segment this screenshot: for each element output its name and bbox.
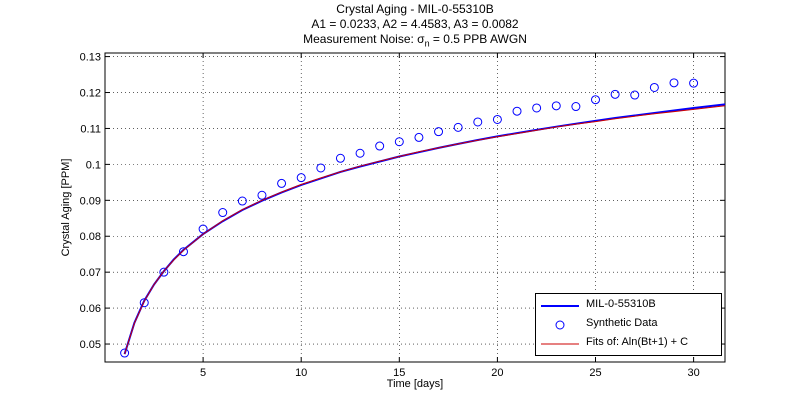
legend-label-synthetic: Synthetic Data — [586, 317, 658, 329]
synthetic-data-point-6 — [237, 196, 247, 206]
legend-label-fits: Fits of: Aln(Bt+1) + C — [586, 336, 689, 348]
legend-line-blue-icon — [541, 305, 579, 307]
series-fit-line — [124, 105, 726, 355]
synthetic-data-point-1 — [139, 298, 149, 308]
legend-line-red-icon — [541, 343, 579, 345]
legend-item-synthetic: Synthetic Data — [536, 315, 721, 335]
synthetic-data-point-11 — [335, 153, 345, 163]
synthetic-data-point-8 — [277, 178, 287, 188]
synthetic-data-point-10 — [316, 163, 326, 173]
x-tick-label-3: 20 — [491, 367, 503, 379]
noise-suffix: = 0.5 PPB AWGN — [429, 32, 527, 46]
y-tick-label-7: 0.12 — [80, 88, 101, 100]
y-tick-label-2: 0.07 — [80, 267, 101, 279]
plot-frame — [104, 52, 726, 363]
y-tick-label-6: 0.11 — [80, 123, 101, 135]
synthetic-data-point-3 — [178, 247, 188, 257]
legend: MIL-0-55310B Synthetic Data Fits of: Aln… — [535, 293, 722, 356]
x-tick-label-4: 25 — [589, 367, 601, 379]
synthetic-data-point-22 — [551, 101, 561, 111]
synthetic-data-point-26 — [630, 90, 640, 100]
legend-label-mil: MIL-0-55310B — [586, 298, 656, 310]
synthetic-data-point-4 — [198, 224, 208, 234]
x-tick-label-2: 15 — [393, 367, 405, 379]
noise-prefix: Measurement Noise: σ — [303, 32, 425, 46]
synthetic-data-point-20 — [512, 106, 522, 116]
synthetic-data-point-25 — [610, 89, 620, 99]
synthetic-data-point-21 — [532, 103, 542, 113]
synthetic-data-point-23 — [571, 102, 581, 112]
synthetic-data-point-29 — [689, 78, 699, 88]
x-tick-label-5: 30 — [687, 367, 699, 379]
synthetic-data-point-16 — [434, 127, 444, 137]
synthetic-data-point-18 — [473, 117, 483, 127]
y-tick-label-3: 0.08 — [80, 231, 101, 243]
synthetic-data-point-0 — [120, 348, 130, 358]
synthetic-data-point-12 — [355, 148, 365, 158]
synthetic-data-point-17 — [453, 122, 463, 132]
chart-subtitle-params: A1 = 0.0233, A2 = 4.4583, A3 = 0.0082 — [311, 17, 519, 31]
synthetic-data-point-28 — [669, 78, 679, 88]
y-axis-label: Crystal Aging [PPM] — [60, 159, 72, 257]
chart-subtitle-noise: Measurement Noise: σn = 0.5 PPB AWGN — [105, 32, 725, 48]
synthetic-data-point-27 — [649, 82, 659, 92]
noise-subscript: n — [424, 38, 430, 49]
synthetic-data-point-2 — [159, 267, 169, 277]
x-tick-label-0: 5 — [200, 367, 206, 379]
legend-item-mil: MIL-0-55310B — [536, 296, 721, 316]
y-tick-label-8: 0.13 — [80, 52, 101, 64]
y-tick-label-1: 0.06 — [80, 303, 101, 315]
x-axis-label: Time [days] — [387, 378, 443, 390]
legend-circle-marker-icon — [555, 320, 565, 330]
chart-title: Crystal Aging - MIL-0-55310B — [336, 2, 494, 16]
synthetic-data-point-19 — [492, 114, 502, 124]
x-tick-label-1: 10 — [295, 367, 307, 379]
synthetic-data-point-5 — [218, 208, 228, 218]
synthetic-data-point-9 — [296, 173, 306, 183]
synthetic-data-point-13 — [375, 141, 385, 151]
synthetic-data-point-14 — [394, 137, 404, 147]
y-tick-label-4: 0.09 — [80, 195, 101, 207]
synthetic-data-point-24 — [591, 95, 601, 105]
legend-item-fits: Fits of: Aln(Bt+1) + C — [536, 334, 721, 354]
synthetic-data-point-15 — [414, 132, 424, 142]
y-tick-label-5: 0.1 — [86, 159, 101, 171]
synthetic-data-point-7 — [257, 190, 267, 200]
y-tick-label-0: 0.05 — [80, 339, 101, 351]
